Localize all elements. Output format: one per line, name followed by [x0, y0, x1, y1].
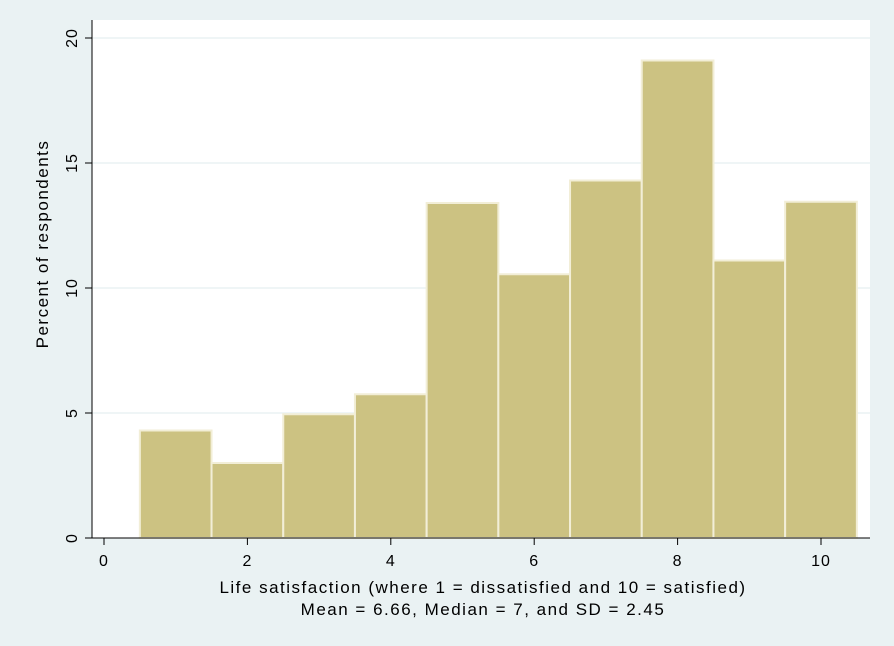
- histogram-bar: [569, 179, 643, 539]
- histogram-bar: [784, 200, 858, 539]
- histogram-bar: [210, 462, 285, 539]
- histogram-bar: [282, 413, 356, 539]
- x-tick-label: 0: [99, 553, 109, 570]
- x-tick-label: 6: [529, 553, 539, 570]
- bars: [138, 59, 858, 539]
- x-axis-title: Life satisfaction (where 1 = dissatisfie…: [219, 578, 746, 597]
- y-tick-label: 15: [64, 153, 81, 173]
- x-tick-label: 4: [386, 553, 396, 570]
- x-tick-label: 10: [811, 553, 831, 570]
- histogram-bar: [640, 59, 715, 539]
- x-tick-label: 2: [242, 553, 252, 570]
- histogram-bar: [712, 259, 787, 539]
- x-ticks: 0 2 4 6 8 10: [99, 538, 831, 570]
- histogram-bar: [353, 393, 428, 539]
- y-tick-label: 20: [64, 28, 81, 48]
- y-tick-label: 0: [64, 533, 81, 543]
- histogram-bar: [425, 202, 500, 539]
- histogram-bar: [497, 273, 572, 539]
- axes: [91, 20, 870, 539]
- y-tick-label: 10: [64, 278, 81, 298]
- y-axis-title: Percent of respondents: [33, 140, 52, 349]
- y-ticks: 0 5 10 15 20: [64, 28, 92, 543]
- y-tick-label: 5: [64, 408, 81, 418]
- histogram-bar: [138, 429, 213, 539]
- x-tick-label: 8: [673, 553, 683, 570]
- chart-subtitle: Mean = 6.66, Median = 7, and SD = 2.45: [301, 600, 666, 619]
